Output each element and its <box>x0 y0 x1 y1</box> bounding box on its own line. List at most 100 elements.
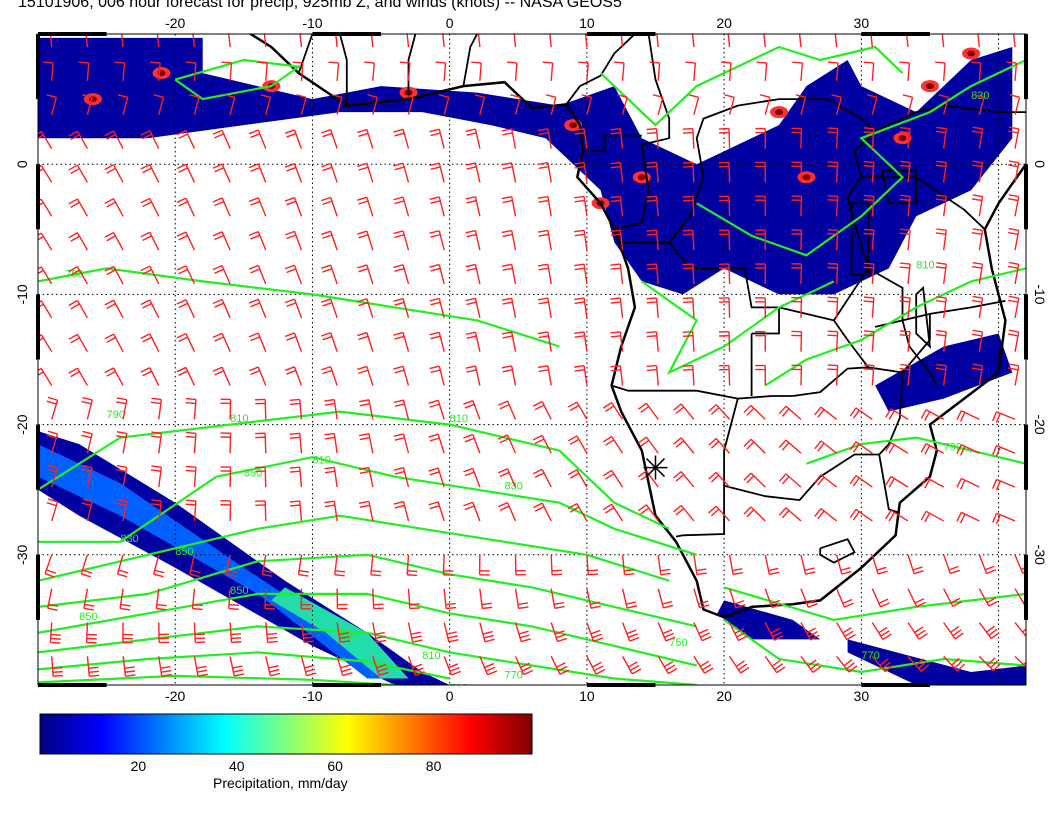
wind-barb-feather <box>696 568 707 572</box>
wind-barb-feather <box>610 199 621 203</box>
wind-barb-feather <box>879 658 889 667</box>
contour-label: 830 <box>505 481 523 493</box>
wind-barb-feather <box>900 363 911 367</box>
wind-barb-feather <box>555 633 566 639</box>
wind-barb-feather <box>185 431 196 434</box>
precip-band-front <box>38 431 450 685</box>
height-contour <box>38 410 670 530</box>
wind-barb-feather <box>592 661 602 668</box>
wind-barb <box>584 34 588 48</box>
station-star <box>643 455 668 480</box>
wind-barb-feather <box>920 409 927 419</box>
wind-barb-feather <box>863 232 874 235</box>
wind-barb-feather <box>429 230 440 234</box>
wind-barb-feather <box>987 657 996 666</box>
wind-barb <box>764 62 768 81</box>
country-border <box>612 34 671 243</box>
wind-barb-feather <box>682 297 693 300</box>
wind-barb-feather <box>483 634 494 639</box>
wind-barb <box>586 656 597 675</box>
wind-barb <box>506 400 517 420</box>
wind-barb-feather <box>393 433 404 438</box>
wind-barb-feather <box>394 200 405 205</box>
wind-barb <box>1014 622 1026 638</box>
precip-area-equatorial <box>38 37 1013 295</box>
wind-barb-feather <box>817 409 825 418</box>
wind-barb-feather <box>986 597 997 604</box>
wind-barb-feather <box>804 567 815 572</box>
wind-barb-feather <box>992 663 1001 672</box>
wind-barb-feather <box>913 570 924 575</box>
wind-barb <box>472 400 481 420</box>
wind-barb-feather <box>848 665 858 673</box>
wind-barb-feather <box>498 468 508 474</box>
wind-barb-feather <box>106 303 116 310</box>
contour-label: 810 <box>916 259 934 271</box>
wind-barb-feather <box>574 229 585 233</box>
wind-barb-feather <box>852 477 860 487</box>
wind-barb <box>263 34 267 48</box>
wind-barb <box>185 299 196 319</box>
wind-barb-feather <box>781 509 790 519</box>
wind-barb-feather <box>466 267 477 272</box>
wind-barb-feather <box>76 29 86 30</box>
wind-barb-feather <box>569 438 580 445</box>
wind-barb <box>443 622 450 643</box>
lat-tick-right: 0 <box>1032 160 1048 168</box>
wind-barb <box>655 263 659 285</box>
wind-barb-feather <box>331 94 342 98</box>
wind-barb-feather <box>574 301 585 305</box>
wind-barb-feather <box>724 94 735 98</box>
wind-barb-feather <box>938 94 949 98</box>
wind-barb-feather <box>899 300 910 303</box>
wind-barb <box>336 622 341 643</box>
wind-barb-feather <box>502 132 513 136</box>
wind-barb-feather <box>849 407 857 417</box>
wind-barb-feather <box>708 437 717 446</box>
wind-barb-feather <box>567 435 578 442</box>
wind-barb-feather <box>248 163 259 169</box>
wind-barb-feather <box>912 566 923 571</box>
wind-barb-feather <box>760 94 771 98</box>
wind-barb-feather <box>688 94 699 98</box>
wind-barb-feather <box>807 603 818 608</box>
wind-barb <box>299 399 303 420</box>
wind-barb-feather <box>523 669 534 676</box>
wind-barb-feather <box>214 234 224 241</box>
contour-label: 750 <box>669 637 687 649</box>
wind-barb-feather <box>840 567 851 571</box>
wind-barb-feather <box>675 440 685 448</box>
wind-barb-feather <box>789 29 799 30</box>
wind-barb-feather <box>954 660 963 669</box>
wind-barb-feather <box>682 233 694 236</box>
wind-barb-feather <box>212 332 223 339</box>
wind-barb-feather <box>266 632 277 636</box>
lon-tick-bottom: 10 <box>579 688 595 704</box>
wind-barb-feather <box>286 268 297 274</box>
wind-barb-feather <box>733 572 744 576</box>
wind-barb-feather <box>682 131 694 134</box>
contour-label: 790 <box>450 683 468 695</box>
wind-barb <box>122 656 127 677</box>
wind-barb <box>1014 298 1020 318</box>
wind-barb-feather <box>814 508 822 517</box>
wind-barb <box>265 97 272 115</box>
wind-barb-feather <box>228 607 239 610</box>
wind-barb <box>692 230 695 251</box>
wind-barb <box>835 97 842 115</box>
wind-barb-feather <box>38 130 42 135</box>
lon-tick-bottom: 20 <box>716 688 732 704</box>
wind-barb-feather <box>971 130 983 134</box>
wind-barb-feather <box>376 639 387 643</box>
wind-barb <box>657 97 664 115</box>
wind-barb-feather <box>248 230 259 236</box>
wind-barb-feather <box>176 299 187 305</box>
wind-barb-feather <box>358 166 369 171</box>
wind-barb <box>185 164 196 183</box>
wind-barb-feather <box>338 632 349 636</box>
wind-barb <box>514 97 521 115</box>
wind-barb-feather <box>950 569 961 575</box>
wind-barb <box>693 97 700 115</box>
wind-barb-feather <box>82 94 93 98</box>
wind-barb-feather <box>974 94 985 98</box>
